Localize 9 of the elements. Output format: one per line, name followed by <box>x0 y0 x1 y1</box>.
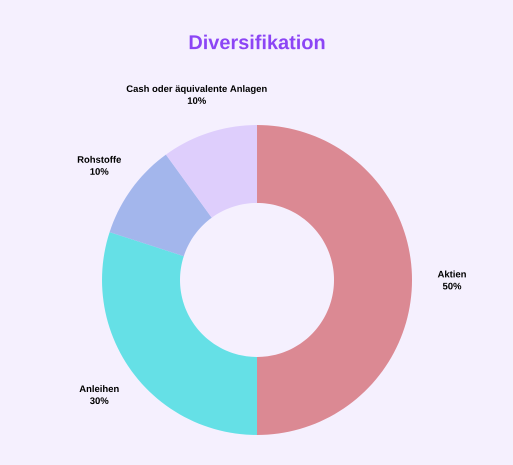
chart-title: Diversifikation <box>190 34 324 50</box>
slice-label: Cash oder äquivalente Anlagen <box>126 85 267 94</box>
slice-label: Aktien <box>438 270 466 278</box>
data-label: 10% <box>90 168 108 175</box>
slice-label: Rohstoffe <box>78 156 122 163</box>
data-label: 30% <box>90 397 108 404</box>
data-label: 50% <box>442 282 462 290</box>
slice-label: Anleihen <box>80 385 119 392</box>
data-label: 10% <box>188 97 206 104</box>
